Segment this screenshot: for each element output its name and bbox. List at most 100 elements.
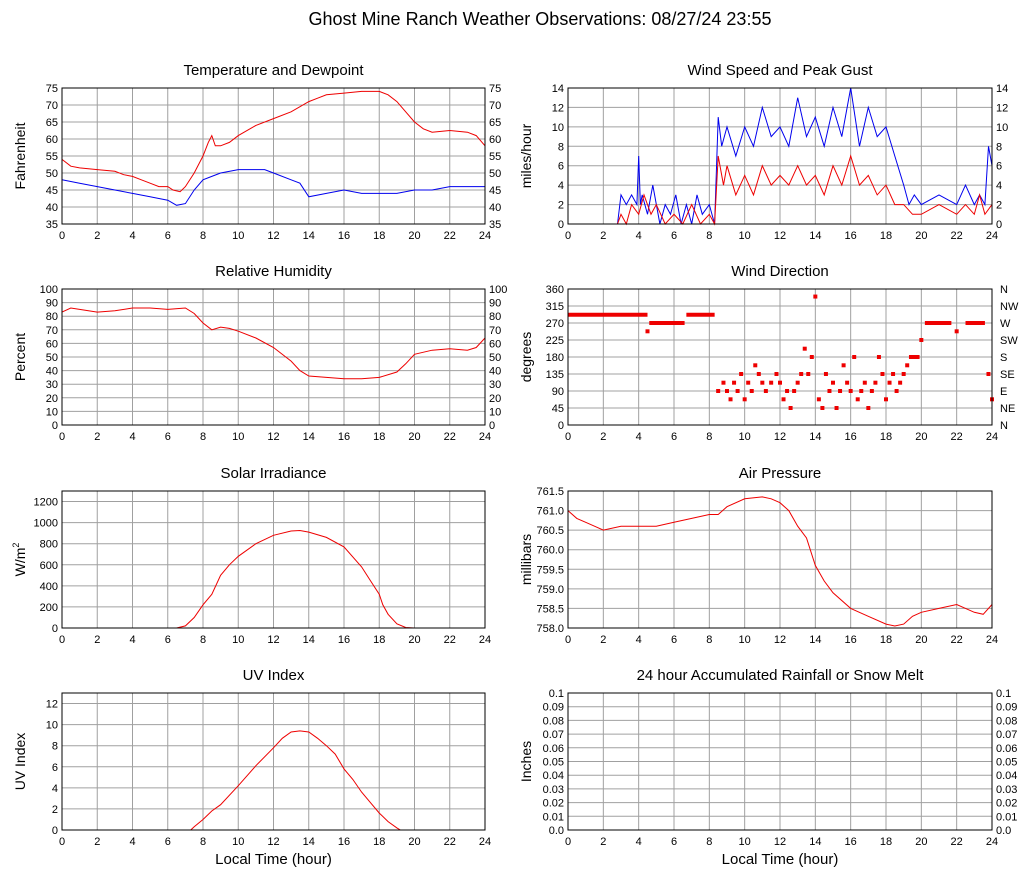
scatter-point	[785, 389, 790, 393]
chart-rain: 24 hour Accumulated Rainfall or Snow Mel…	[518, 667, 1017, 868]
scatter-point	[905, 363, 910, 368]
series-line-red	[62, 529, 485, 629]
x-tick-label: 20	[915, 836, 927, 848]
plot-frame	[61, 490, 486, 629]
scatter-point	[721, 380, 726, 385]
series-line-red	[567, 496, 993, 627]
x-tick-label: 6	[671, 634, 677, 646]
compass-label: N	[1000, 284, 1008, 296]
x-tick-label: 6	[165, 836, 171, 848]
y-axis-label: degrees	[518, 332, 534, 383]
x-tick-label: 10	[739, 634, 751, 646]
y-tick-label: 0.01	[543, 811, 564, 823]
scatter-point	[645, 329, 650, 334]
scatter-point	[749, 389, 754, 393]
chart-title: UV Index	[243, 667, 305, 684]
x-tick-label: 2	[600, 230, 606, 242]
x-tick-label: 12	[774, 230, 786, 242]
y-tick-label-right: 0.01	[996, 811, 1017, 823]
scatter-point	[986, 372, 991, 376]
x-tick-label: 0	[565, 230, 571, 242]
y-tick-label: 1000	[34, 518, 58, 530]
y-tick-label-right: 10	[996, 122, 1008, 134]
compass-label: SW	[1000, 335, 1018, 347]
scatter-point	[802, 346, 807, 351]
scatter-point	[795, 380, 800, 385]
y-tick-label-right: 12	[996, 102, 1008, 114]
x-tick-label: 4	[129, 431, 135, 443]
scatter-point	[732, 380, 737, 385]
x-tick-label: 0	[59, 431, 65, 443]
x-tick-label: 4	[636, 230, 642, 242]
chart-title: Relative Humidity	[215, 263, 332, 280]
y-tick-label: 400	[40, 581, 58, 593]
scatter-point	[820, 406, 825, 410]
y-tick-label: 758.0	[536, 623, 564, 635]
x-tick-label: 14	[303, 431, 315, 443]
x-tick-label: 16	[845, 836, 857, 848]
scatter-point	[884, 397, 888, 402]
x-tick-label: 20	[408, 836, 420, 848]
scatter-point	[746, 380, 751, 385]
x-tick-label: 22	[444, 634, 456, 646]
scatter-point	[816, 397, 821, 402]
x-axis-label: Local Time (hour)	[722, 851, 839, 868]
x-tick-label: 14	[809, 836, 821, 848]
x-tick-label: 2	[94, 230, 100, 242]
x-tick-label: 10	[232, 836, 244, 848]
scatter-point	[859, 389, 864, 393]
x-tick-label: 20	[915, 634, 927, 646]
scatter-point	[725, 389, 729, 393]
x-tick-label: 16	[845, 431, 857, 443]
scatter-point	[891, 372, 896, 376]
x-tick-label: 2	[94, 634, 100, 646]
y-tick-label-right: 4	[996, 180, 1002, 192]
x-tick-label: 6	[165, 431, 171, 443]
y-tick-label: 0.09	[543, 702, 564, 714]
series-line-red	[62, 730, 485, 831]
scatter-point	[788, 406, 793, 410]
scatter-point	[831, 380, 835, 385]
y-axis-label: miles/hour	[518, 123, 534, 188]
plot-frame	[567, 692, 993, 831]
scatter-point	[866, 406, 871, 410]
y-tick-label: 45	[552, 403, 564, 415]
y-tick-label-right: 0.04	[996, 770, 1017, 782]
y-tick-label: 12	[46, 699, 58, 711]
scatter-point	[838, 389, 843, 393]
x-tick-label: 20	[408, 230, 420, 242]
y-axis-label: Inches	[518, 741, 534, 782]
x-tick-label: 6	[165, 230, 171, 242]
y-tick-label: 0.03	[543, 784, 564, 796]
y-tick-label-right: 20	[489, 393, 501, 405]
x-tick-label: 4	[129, 836, 135, 848]
x-tick-label: 6	[671, 836, 677, 848]
y-tick-label: 6	[52, 762, 58, 774]
x-tick-label: 24	[479, 634, 491, 646]
x-tick-label: 18	[373, 431, 385, 443]
compass-label: N	[1000, 420, 1008, 432]
y-tick-label: 8	[52, 741, 58, 753]
x-tick-label: 12	[774, 836, 786, 848]
y-tick-label: 10	[552, 122, 564, 134]
x-tick-label: 8	[200, 230, 206, 242]
x-tick-label: 8	[706, 230, 712, 242]
x-tick-label: 18	[880, 230, 892, 242]
y-tick-label: 40	[46, 202, 58, 214]
y-tick-label-right: 0.0	[996, 825, 1011, 837]
x-tick-label: 18	[880, 634, 892, 646]
y-tick-label: 0	[558, 219, 564, 231]
scatter-point	[887, 380, 892, 385]
plot-frame	[567, 87, 993, 225]
scatter-point	[848, 389, 853, 393]
x-tick-label: 4	[129, 634, 135, 646]
y-tick-label: 758.5	[536, 603, 564, 615]
x-tick-label: 8	[200, 836, 206, 848]
y-tick-label-right: 0	[489, 420, 495, 432]
y-tick-label-right: 0.1	[996, 688, 1011, 700]
y-tick-label: 0.04	[543, 770, 564, 782]
